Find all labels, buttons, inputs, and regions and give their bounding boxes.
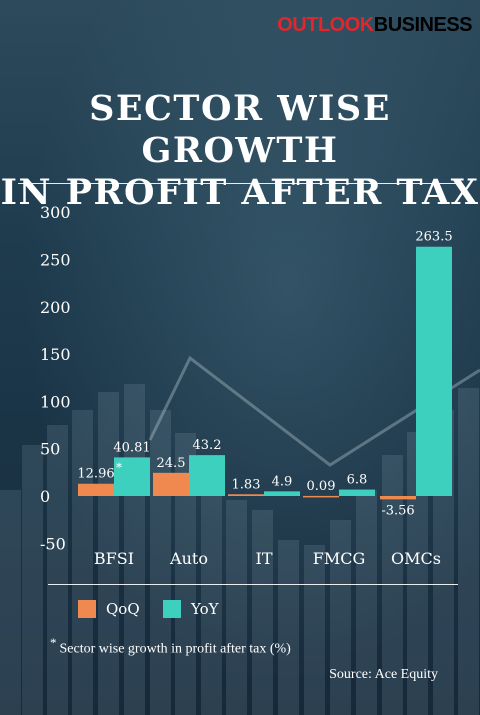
background-bar bbox=[47, 425, 68, 715]
x-tick-label: BFSI bbox=[94, 549, 134, 568]
data-label: 43.2 bbox=[193, 438, 222, 453]
x-tick-label: OMCs bbox=[391, 549, 441, 568]
legend-item-yoy: YoY bbox=[163, 600, 219, 618]
y-tick-label: 150 bbox=[40, 345, 71, 364]
background-bar bbox=[72, 410, 93, 715]
y-tick-label: 200 bbox=[40, 298, 71, 317]
background-bar bbox=[382, 455, 403, 715]
bar-yoy-it bbox=[264, 491, 300, 496]
x-tick-label: Auto bbox=[169, 549, 208, 568]
background-bar bbox=[304, 545, 325, 715]
y-tick-label: 250 bbox=[40, 251, 71, 270]
background-bar bbox=[458, 388, 479, 715]
background-bar bbox=[356, 490, 377, 715]
x-tick-label: FMCG bbox=[313, 549, 366, 568]
title-line-1: SECTOR WISE GROWTH bbox=[89, 88, 391, 171]
y-tick-label: 0 bbox=[40, 487, 50, 506]
legend-label-qoq: QoQ bbox=[106, 600, 140, 618]
background-bar bbox=[278, 540, 299, 715]
data-label: 12.96 bbox=[77, 467, 114, 482]
brand-outlook: OUTLOOK bbox=[277, 14, 374, 36]
background-bar bbox=[226, 500, 247, 715]
data-label: -3.56 bbox=[381, 503, 414, 518]
data-label: 40.81 bbox=[113, 440, 150, 455]
y-tick-label: 300 bbox=[40, 203, 71, 222]
background-bar bbox=[22, 445, 43, 715]
legend-item-qoq: QoQ bbox=[78, 600, 140, 618]
data-label: 0.09 bbox=[307, 479, 336, 494]
brand-business: BUSINESS bbox=[373, 14, 473, 36]
y-tick-label: -50 bbox=[40, 534, 66, 553]
bar-qoq-fmcg bbox=[303, 495, 339, 498]
bar-qoq-it bbox=[228, 494, 264, 496]
legend-swatch-yoy bbox=[163, 600, 181, 618]
y-tick-label: 50 bbox=[40, 440, 60, 459]
source-credit: Source: Ace Equity bbox=[329, 667, 438, 682]
data-label: 1.83 bbox=[232, 477, 261, 492]
title-divider bbox=[18, 183, 462, 184]
background-bar bbox=[407, 432, 428, 715]
background-bars bbox=[0, 355, 480, 715]
footnote-text: Sector wise growth in profit after tax (… bbox=[59, 641, 291, 657]
background-bar bbox=[175, 433, 196, 715]
chart-title: SECTOR WISE GROWTH IN PROFIT AFTER TAX bbox=[0, 88, 480, 214]
footnote-mark: * bbox=[50, 635, 57, 650]
bar-qoq-bfsi bbox=[78, 483, 114, 496]
y-tick-label: 100 bbox=[40, 392, 71, 411]
background-bar bbox=[330, 520, 351, 715]
annotation-asterisk: * bbox=[116, 461, 122, 475]
data-label: 4.9 bbox=[272, 474, 293, 489]
background-bar bbox=[201, 460, 222, 715]
background-trend-line bbox=[148, 355, 480, 467]
bar-yoy-bfsi bbox=[114, 457, 150, 496]
legend-swatch-qoq bbox=[78, 600, 96, 618]
legend-label-yoy: YoY bbox=[191, 600, 219, 618]
title-line-2: IN PROFIT AFTER TAX bbox=[0, 172, 480, 213]
bar-yoy-omcs bbox=[416, 246, 452, 496]
footnote: * Sector wise growth in profit after tax … bbox=[50, 635, 291, 658]
brand-logo: OUTLOOKBUSINESS bbox=[277, 14, 472, 37]
data-label: 6.8 bbox=[347, 473, 368, 488]
data-label: 263.5 bbox=[415, 230, 452, 245]
x-axis-divider bbox=[48, 584, 458, 585]
background-bar bbox=[0, 490, 21, 715]
bar-yoy-auto bbox=[189, 455, 225, 496]
bar-yoy-fmcg bbox=[339, 489, 375, 496]
background-bar bbox=[98, 392, 119, 715]
bar-qoq-omcs bbox=[380, 496, 416, 500]
x-tick-label: IT bbox=[256, 549, 273, 568]
data-label: 24.5 bbox=[157, 456, 186, 471]
bar-qoq-auto bbox=[153, 472, 189, 496]
background-bar bbox=[252, 510, 273, 715]
